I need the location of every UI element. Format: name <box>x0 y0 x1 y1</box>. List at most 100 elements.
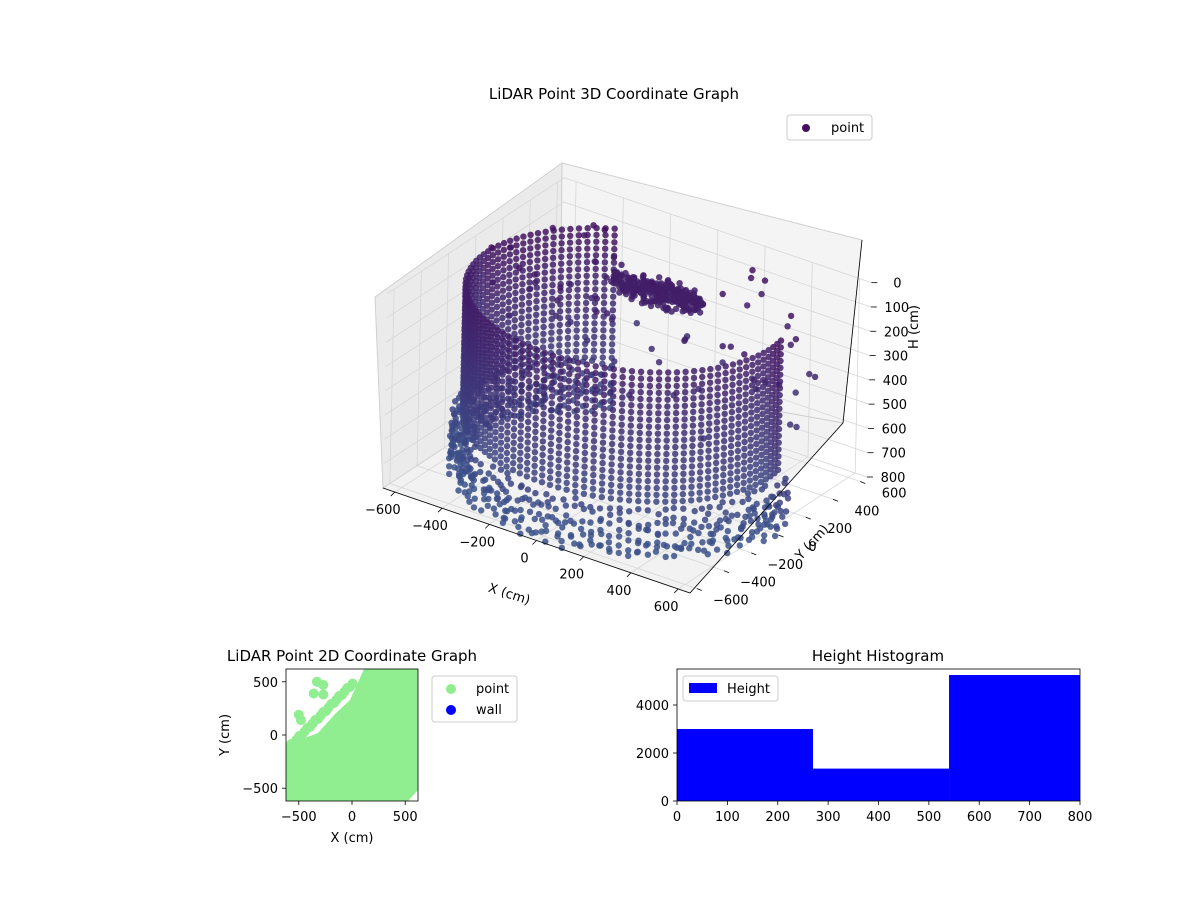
point-3d-1337 <box>486 432 494 439</box>
point-3d-1602 <box>769 384 776 392</box>
point-3d-375 <box>610 254 618 261</box>
point-3d-1378 <box>484 502 491 509</box>
point-3d-2354 <box>662 498 669 505</box>
point-3d-1809 <box>749 368 756 375</box>
point-3d-1975 <box>728 429 735 436</box>
point-3d-2256 <box>646 416 653 424</box>
y-tick-label-3d-3: 0 <box>808 540 816 555</box>
point-3d-1746 <box>555 463 562 471</box>
point-3d-2075 <box>714 385 721 392</box>
point-3d-2177 <box>698 387 706 394</box>
point-3d-2325 <box>672 443 679 451</box>
point-3d-2334 <box>606 520 613 527</box>
point-3d-219 <box>549 295 556 302</box>
point-3d-1311 <box>481 448 489 456</box>
point-3d-2055 <box>608 440 616 448</box>
point-3d-517 <box>488 292 496 300</box>
point-3d-2367 <box>698 505 706 512</box>
point-3d-1618 <box>539 516 546 523</box>
point-3d-1204 <box>787 341 794 348</box>
point-3d-1485 <box>741 351 748 358</box>
point-3d-392 <box>506 271 513 278</box>
point-3d-65 <box>583 293 590 300</box>
point-3d-1400 <box>497 453 504 460</box>
point-3d-518 <box>488 299 496 306</box>
y-tick-label-3d-0: −600 <box>713 594 749 609</box>
y-tick-label-3d-4: 200 <box>827 522 852 537</box>
point-3d-2307 <box>653 464 661 471</box>
legend-hist-label: Height <box>727 682 770 697</box>
point-3d-2387 <box>662 553 669 561</box>
point-3d-2058 <box>608 461 615 468</box>
point-3d-2056 <box>608 447 616 454</box>
point-3d-2107 <box>617 469 624 476</box>
point-3d-1581 <box>532 435 539 442</box>
point-3d-1624 <box>541 363 548 370</box>
point-3d-1707 <box>760 370 767 377</box>
point-3d-2335 <box>665 369 672 376</box>
point-3d-1891 <box>583 388 590 395</box>
scatter-2d-points <box>286 669 418 801</box>
point-3d-2294 <box>655 376 663 383</box>
point-3d-1848 <box>572 468 579 475</box>
point-3d-1478 <box>517 436 524 443</box>
point-3d-1920 <box>735 427 742 434</box>
point-3d-1900 <box>581 449 589 457</box>
point-3d-167 <box>558 253 565 261</box>
point-3d-331 <box>518 308 525 315</box>
point-3d-1770 <box>753 427 760 434</box>
point-3d-2172 <box>734 511 741 518</box>
point-3d-120 <box>566 246 574 253</box>
point-3d-1428 <box>503 463 510 470</box>
point-3d-1987 <box>601 371 608 378</box>
point-3d-1658 <box>764 387 771 395</box>
point-3d-2093 <box>619 373 626 381</box>
point-3d-267 <box>534 230 542 237</box>
point-3d-147 <box>601 286 608 293</box>
point-3d-1373 <box>489 463 497 470</box>
point-3d-1730 <box>557 355 565 362</box>
point-3d-1958 <box>745 506 752 513</box>
point-3d-1521 <box>525 412 532 419</box>
point-3d-92 <box>573 340 580 348</box>
point-3d-1524 <box>524 432 531 439</box>
point-3d-1722 <box>757 472 765 479</box>
point-3d-188 <box>610 259 618 266</box>
point-3d-144 <box>601 265 608 273</box>
point-3d-1928 <box>733 481 741 489</box>
point-3d-2186 <box>697 448 704 456</box>
point-3d-1890 <box>583 381 590 389</box>
point-3d-1326 <box>488 357 495 364</box>
point-3d-1610 <box>767 439 775 446</box>
point-3d-1750 <box>771 509 778 516</box>
point-3d-1681 <box>548 400 555 407</box>
point-3d-1692 <box>546 474 554 482</box>
point-3d-1596 <box>770 343 777 351</box>
point-3d-1767 <box>753 406 761 414</box>
point-3d-1659 <box>764 394 771 401</box>
point-3d-2251 <box>646 382 654 390</box>
point-3d-2208 <box>636 443 643 450</box>
point-3d-1859 <box>559 524 566 531</box>
point-3d-1952 <box>589 492 596 499</box>
point-3d-239 <box>542 228 549 235</box>
point-3d-1760 <box>755 359 762 366</box>
point-3d-1321 <box>489 323 496 330</box>
point-3d-2178 <box>698 394 705 401</box>
point-3d-2269 <box>706 503 713 511</box>
point-3d-213 <box>549 254 557 261</box>
point-3d-1691 <box>547 468 554 475</box>
point-3d-888 <box>593 308 600 315</box>
point-3d-2136 <box>704 474 712 482</box>
point-3d-1711 <box>759 397 766 404</box>
point-3d-1902 <box>581 463 588 470</box>
point-3d-1426 <box>503 449 511 457</box>
point-3d-1147 <box>451 435 458 443</box>
point-3d-433 <box>500 273 507 281</box>
point-3d-1986 <box>601 364 608 371</box>
point-3d-1983 <box>727 483 734 491</box>
point-3d-1903 <box>581 470 588 477</box>
point-3d-168 <box>558 260 565 267</box>
point-3d-1636 <box>539 445 546 452</box>
